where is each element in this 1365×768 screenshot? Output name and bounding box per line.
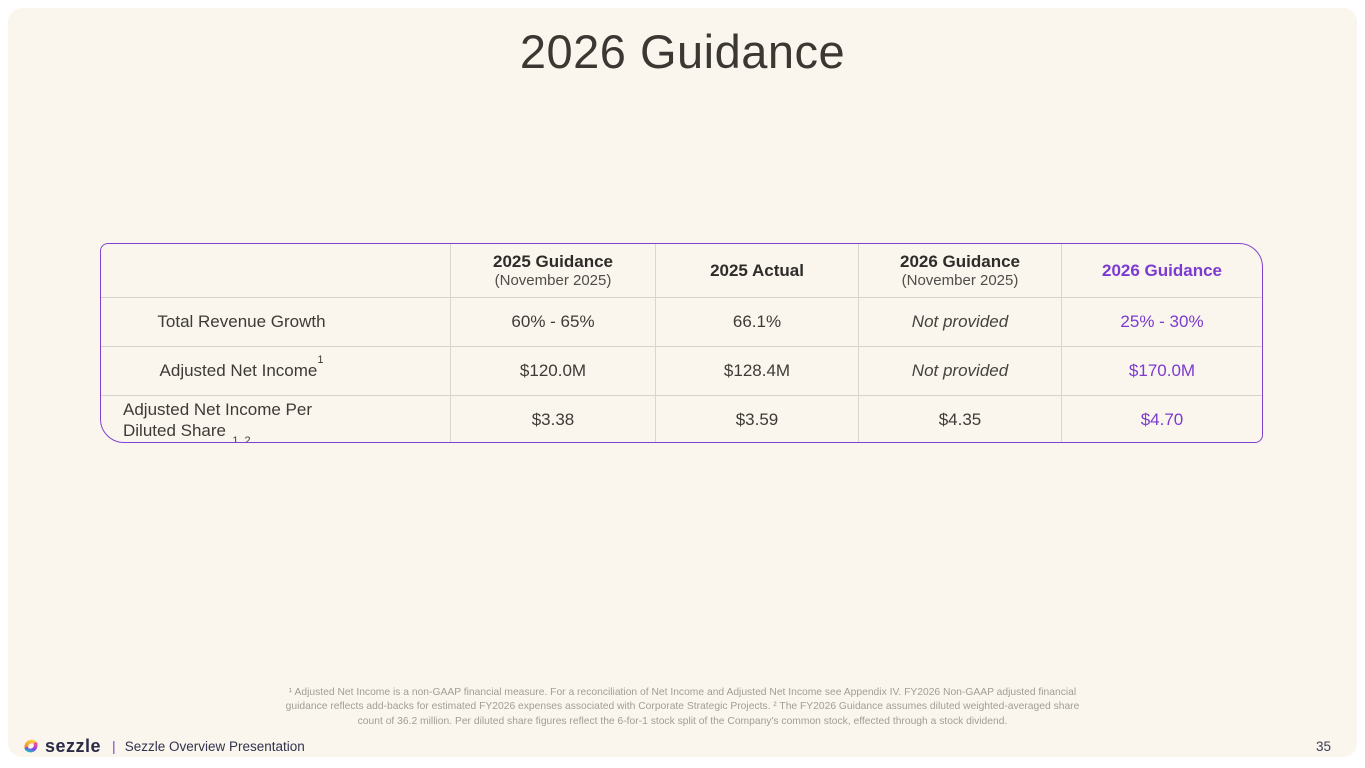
footnote-line: guidance reflects add-backs for estimate…: [285, 701, 1080, 713]
page-title: 2026 Guidance: [519, 25, 846, 78]
table-header-2026-guidance: 2026 Guidance: [1061, 244, 1262, 297]
footer: sezzle | Sezzle Overview Presentation: [22, 735, 305, 757]
header-subtitle: (November 2025): [494, 271, 612, 289]
table-cell: Not provided: [858, 297, 1061, 346]
table-header-2025-actual: 2025 Actual: [655, 244, 858, 297]
footnote: ¹ Adjusted Net Income is a non-GAAP fina…: [233, 686, 1133, 729]
header-title: 2026 Guidance: [1101, 260, 1222, 280]
page-number: 35: [1315, 739, 1331, 754]
header-title: 2025 Guidance: [492, 251, 613, 271]
header-title: 2026 Guidance: [899, 251, 1020, 271]
guidance-table: 2025 Guidance (November 2025) 2025 Actua…: [100, 243, 1263, 443]
table-cell: $128.4M: [655, 346, 858, 395]
presentation-slide: 2026 Guidance 2025 Guidance (November 20…: [8, 8, 1357, 757]
table-cell: $120.0M: [450, 346, 655, 395]
table-header-2025-guidance: 2025 Guidance (November 2025): [450, 244, 655, 297]
table-row-label: Adjusted Net Income 1: [101, 346, 450, 395]
table-header-empty: [101, 244, 450, 297]
table-cell: $170.0M: [1061, 346, 1262, 395]
table-cell: 25% - 30%: [1061, 297, 1262, 346]
table-cell: 66.1%: [655, 297, 858, 346]
table-cell: $3.38: [450, 395, 655, 442]
sezzle-logo-icon: [24, 739, 38, 753]
header-title: 2025 Actual: [710, 260, 804, 280]
table-cell: $3.59: [655, 395, 858, 442]
table-cell: $4.70: [1061, 395, 1262, 442]
footer-subtitle: Sezzle Overview Presentation: [124, 738, 305, 754]
table-cell: Not provided: [858, 346, 1061, 395]
table-cell: 60% - 65%: [450, 297, 655, 346]
header-subtitle: (November 2025): [901, 271, 1019, 289]
table-cell: $4.35: [858, 395, 1061, 442]
table-row-label: Adjusted Net Income Per Diluted Share 1, …: [101, 395, 450, 442]
footnote-line: ¹ Adjusted Net Income is a non-GAAP fina…: [288, 687, 1077, 698]
footer-separator: |: [112, 738, 116, 754]
table-header-2026-guidance-nov: 2026 Guidance (November 2025): [858, 244, 1061, 297]
footnote-line: count of 36.2 million. Per diluted share…: [357, 715, 1008, 727]
brand-name: sezzle: [45, 735, 102, 756]
table-row-label: Total Revenue Growth: [101, 297, 450, 346]
